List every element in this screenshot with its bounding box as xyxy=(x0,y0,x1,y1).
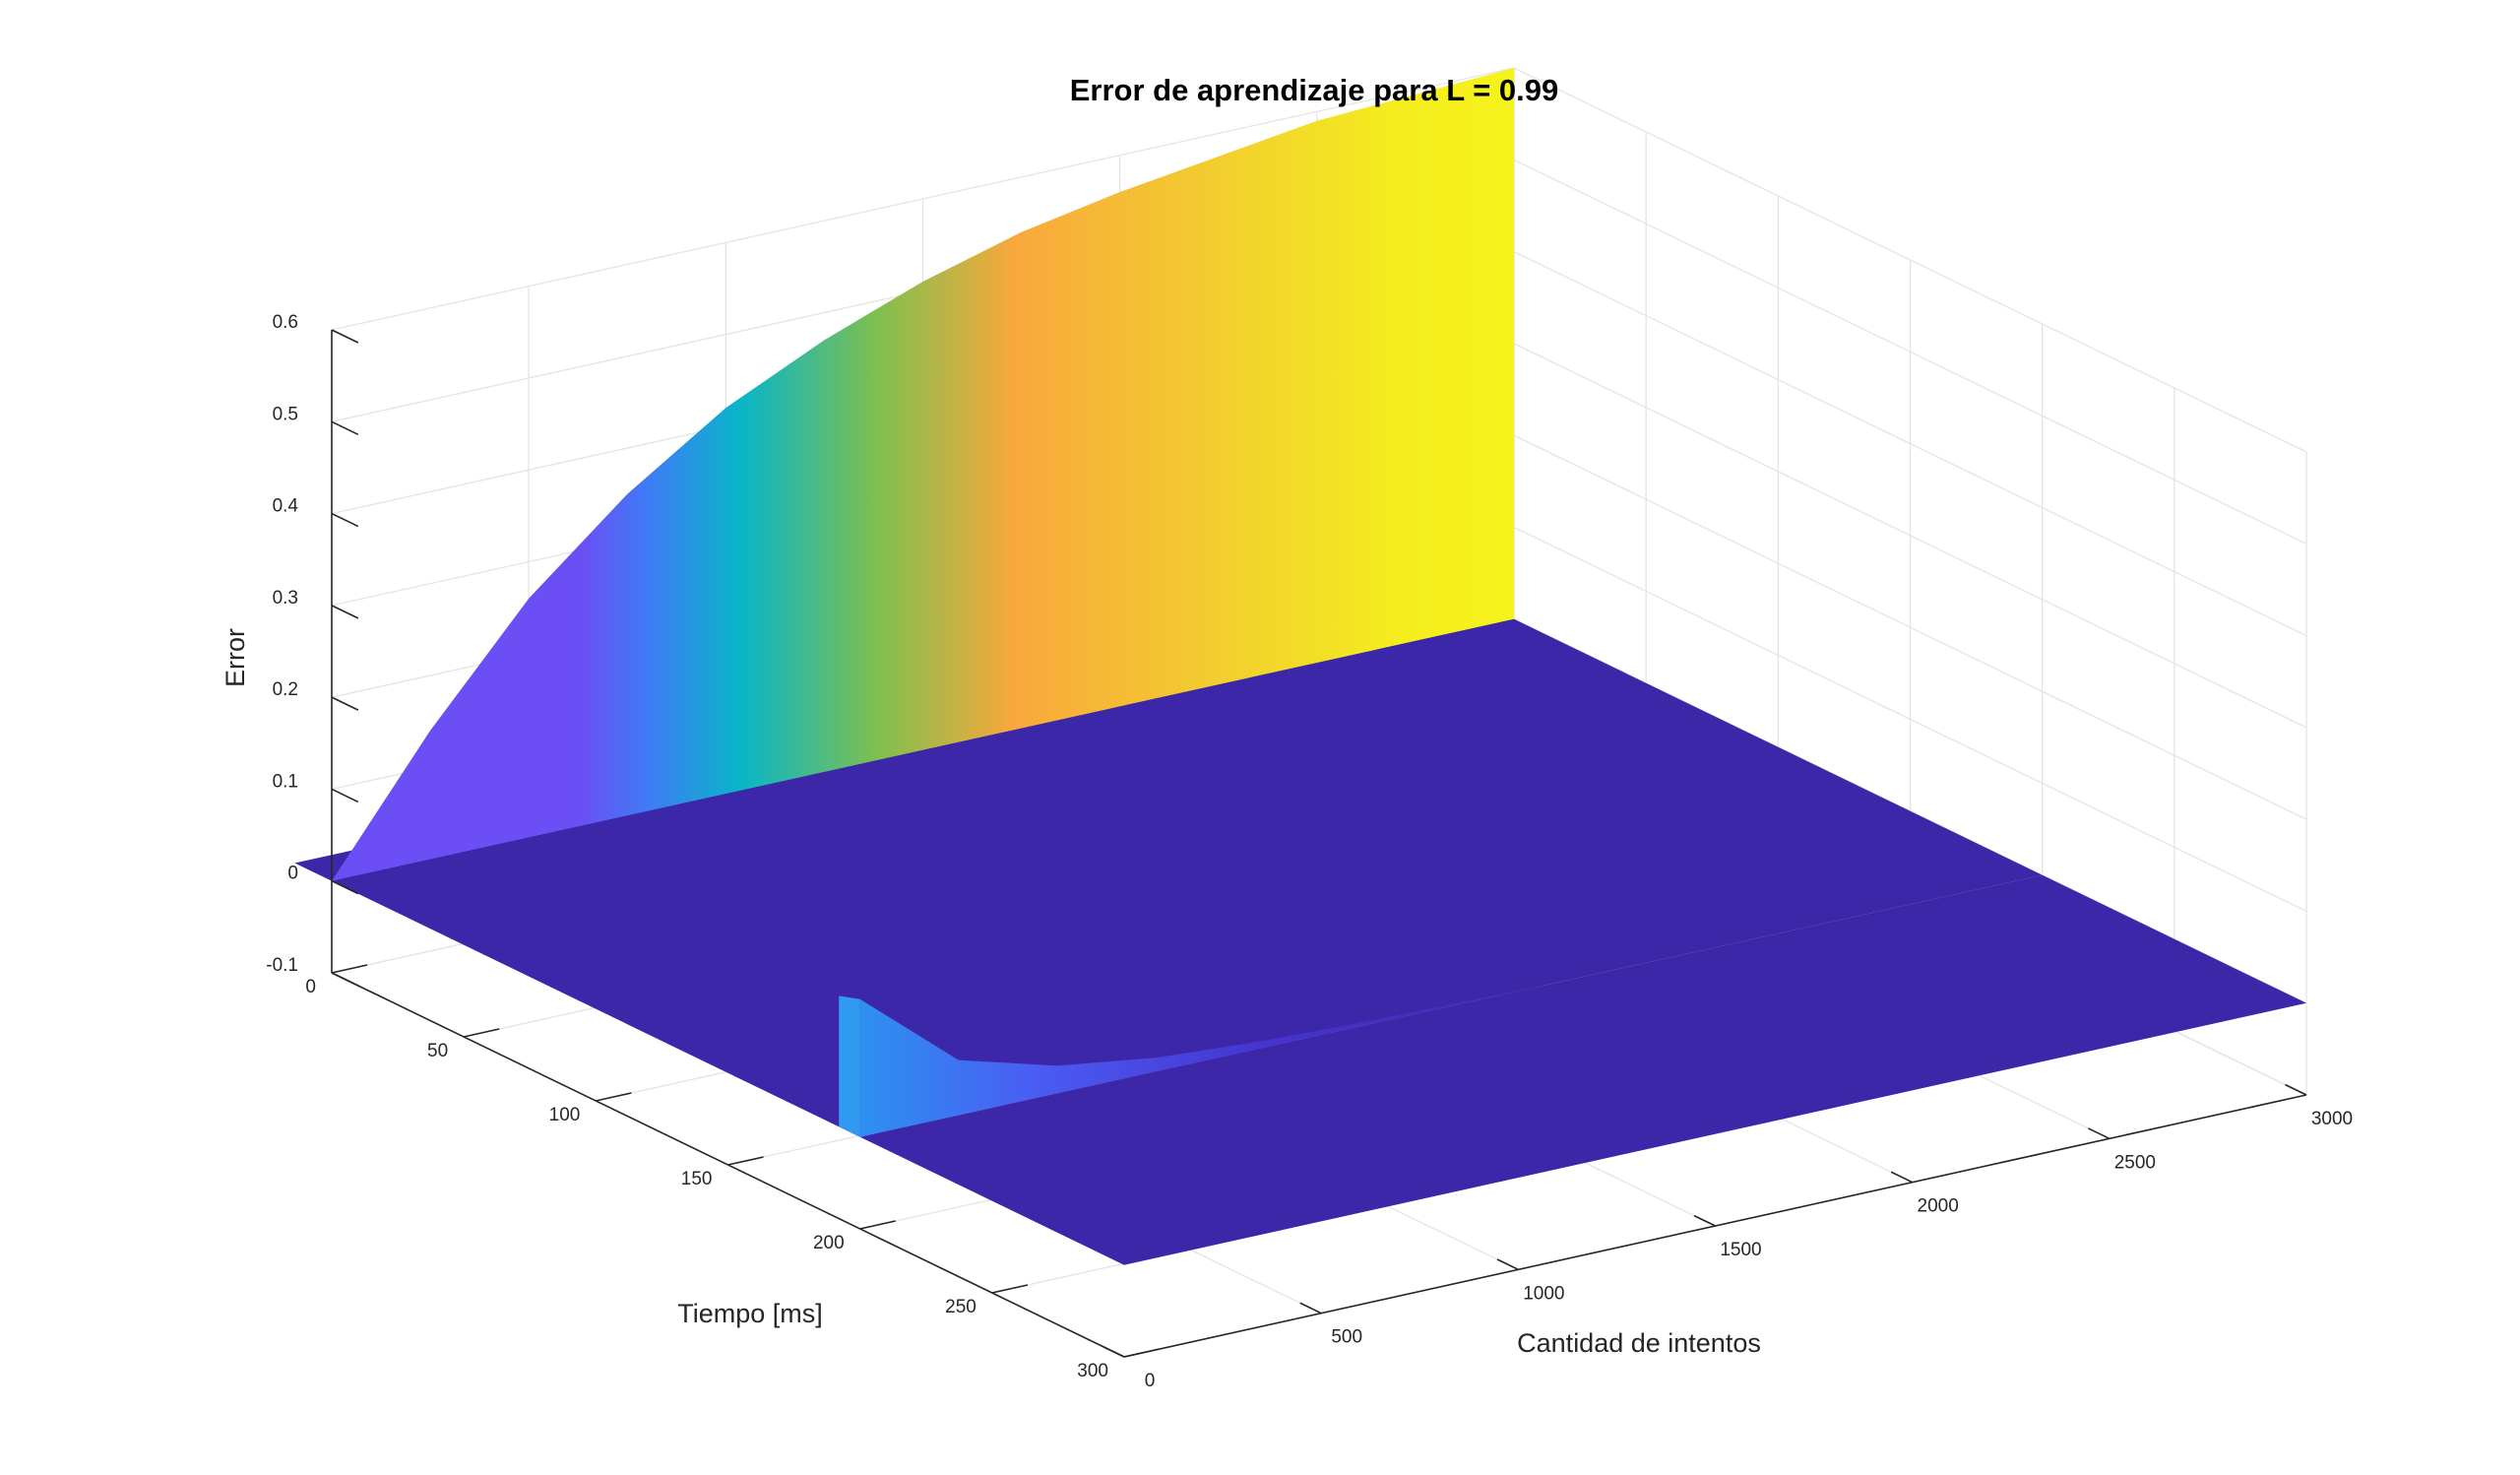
y-tick-label: 200 xyxy=(813,1233,845,1253)
y-tick-label: 50 xyxy=(427,1041,448,1061)
z-tick xyxy=(331,788,359,803)
y-tick xyxy=(727,1156,764,1166)
x-tick xyxy=(1102,1345,1125,1358)
z-tick-label: 0 xyxy=(287,864,298,884)
x-tick-label: 1500 xyxy=(1720,1240,1761,1260)
x-tick xyxy=(1693,1214,1716,1227)
z-tick xyxy=(331,696,359,711)
x-tick xyxy=(1890,1171,1914,1184)
z-tick-label: 0.5 xyxy=(273,404,298,424)
x-tick-label: 1000 xyxy=(1523,1283,1564,1304)
y-tick xyxy=(991,1284,1029,1294)
surface-layer xyxy=(294,68,2307,1265)
y-tick-label: 150 xyxy=(681,1169,713,1189)
x-tick xyxy=(1299,1302,1322,1315)
y-tick-label: 0 xyxy=(305,977,316,997)
z-tick xyxy=(331,879,359,895)
x-tick-label: 2500 xyxy=(2114,1152,2156,1173)
z-tick-label: 0.4 xyxy=(273,496,299,517)
y-tick-label: 100 xyxy=(549,1105,581,1125)
z-tick-label: 0.3 xyxy=(273,588,298,609)
y-axis-label: Tiempo [ms] xyxy=(677,1299,823,1328)
z-tick-label: 0.2 xyxy=(273,679,298,700)
z-tick-label: 0.6 xyxy=(273,312,298,333)
y-tick-label: 300 xyxy=(1077,1361,1108,1381)
z-tick xyxy=(331,605,359,619)
z-axis-label: Error xyxy=(220,628,250,687)
x-axis-label: Cantidad de intentos xyxy=(1517,1328,1761,1358)
grid-line xyxy=(1513,250,2307,637)
y-tick-label: 250 xyxy=(945,1297,976,1317)
y-tick xyxy=(859,1220,896,1230)
surface-plane-front xyxy=(859,874,2307,1265)
z-tick xyxy=(331,512,359,528)
surface-ridge-secondary xyxy=(859,984,1550,1137)
x-tick-label: 2000 xyxy=(1918,1196,1959,1217)
z-tick xyxy=(331,972,359,987)
surface-plane-back xyxy=(294,601,2043,1137)
surface-ridge-secondary-edge xyxy=(839,995,860,1137)
x-tick xyxy=(1496,1258,1519,1271)
chart-title: Error de aprendizaje para L = 0.99 xyxy=(1070,73,1559,107)
grid-line xyxy=(1513,159,2307,545)
y-tick xyxy=(463,1028,500,1038)
x-tick-label: 0 xyxy=(1145,1371,1156,1391)
x-tick-label: 3000 xyxy=(2311,1109,2353,1129)
x-tick xyxy=(2285,1083,2307,1096)
y-tick xyxy=(1123,1348,1161,1358)
grid-line xyxy=(1513,343,2307,729)
z-tick-label: 0.1 xyxy=(273,771,298,792)
y-tick xyxy=(331,964,368,974)
axes-lines: 0500100015002000250030000501001502002503… xyxy=(266,312,2353,1391)
x-tick-label: 500 xyxy=(1331,1327,1362,1348)
x-tick xyxy=(2088,1127,2110,1140)
grid-line xyxy=(1513,67,2307,453)
surface-ridge-main xyxy=(332,68,1514,881)
grid-line xyxy=(1513,434,2307,820)
y-tick xyxy=(596,1092,632,1102)
z-tick-label: -0.1 xyxy=(266,955,298,976)
z-tick xyxy=(331,329,359,344)
z-tick xyxy=(331,420,359,436)
grid-line xyxy=(1513,526,2307,913)
grid-line xyxy=(331,67,1515,331)
